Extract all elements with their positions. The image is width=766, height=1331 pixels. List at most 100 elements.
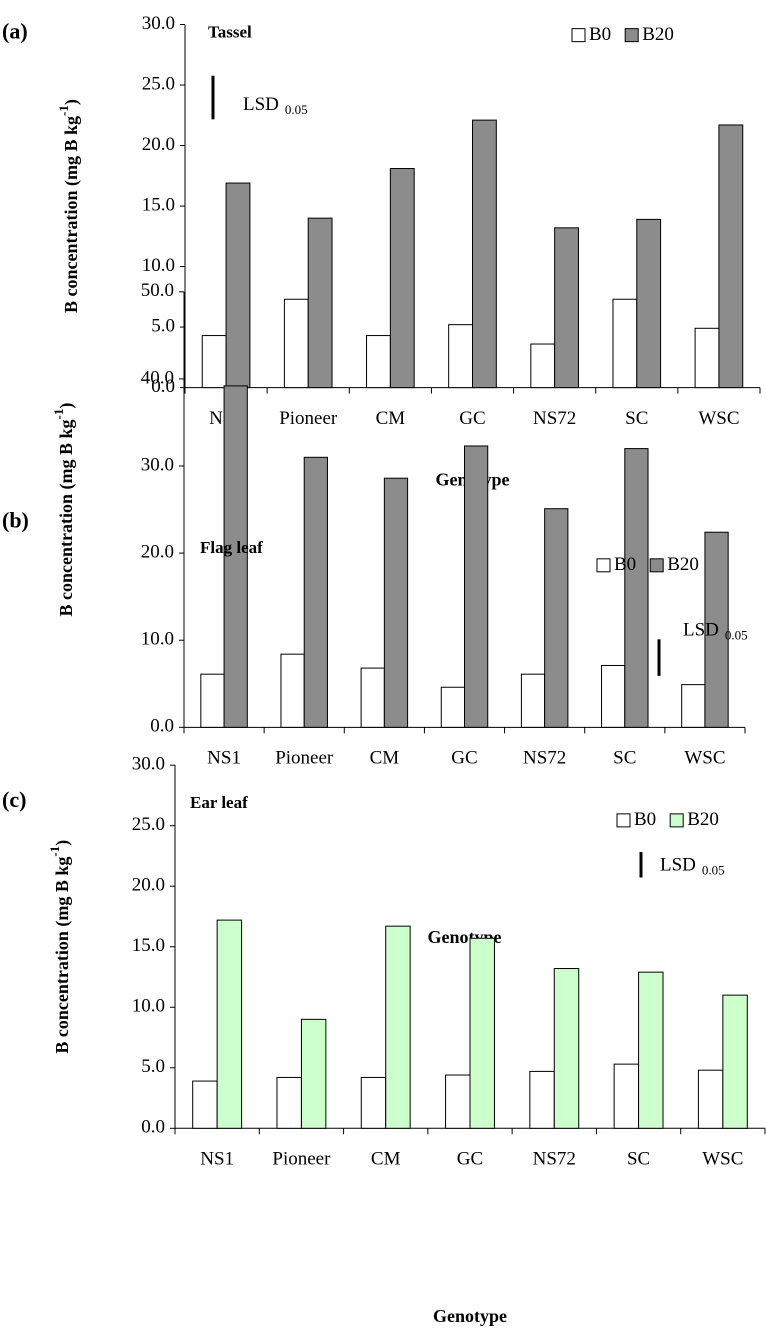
bar (613, 1063, 640, 1129)
bar (472, 119, 497, 389)
y-axis-label-text: B concentration (mg B kg (56, 419, 77, 616)
x-tick-label: GC (457, 1149, 483, 1170)
legend-label: B20 (687, 809, 719, 830)
bar (464, 445, 489, 728)
y-axis-label-text: B concentration (mg B kg (61, 116, 82, 313)
y-tick-label: 10.0 (142, 255, 175, 276)
legend-label: B20 (642, 24, 674, 45)
bar (389, 168, 415, 389)
bar (636, 218, 662, 389)
lsd-label: LSD 0.05 (683, 620, 748, 643)
bar (280, 653, 305, 728)
y-tick-label: 0.0 (151, 376, 175, 397)
bar (223, 385, 248, 728)
bar (303, 456, 328, 728)
y-tick-label: 0.0 (141, 1117, 165, 1138)
y-axis-label: B concentration (mg B kg-1) (56, 99, 82, 313)
y-tick-label: 20.0 (141, 541, 174, 562)
lsd-subscript: 0.05 (725, 628, 748, 643)
panel-label: (b) (2, 507, 29, 532)
bar (300, 1018, 327, 1129)
x-tick-label: WSC (702, 1149, 743, 1170)
x-axis-label: Genotype (433, 1306, 507, 1326)
x-tick-label: Pioneer (275, 748, 334, 769)
legend-swatch (669, 813, 684, 828)
legend-label: B0 (614, 554, 636, 575)
x-tick-label: GC (459, 408, 485, 429)
y-tick-label: 40.0 (141, 367, 174, 388)
bar (360, 1076, 387, 1129)
x-tick-label: NS72 (523, 748, 566, 769)
lsd-subscript: 0.05 (285, 102, 308, 117)
y-tick-label: 15.0 (142, 194, 175, 215)
lsd-text: LSD (683, 620, 719, 641)
bar (529, 1070, 555, 1129)
chart-title: Flag leaf (200, 538, 263, 557)
bar (200, 673, 225, 728)
panel-label: (c) (2, 787, 26, 812)
x-tick-label: GC (451, 748, 477, 769)
bar (544, 508, 569, 728)
bar (440, 686, 466, 728)
y-tick-label: 0.0 (150, 716, 174, 737)
bar (694, 327, 720, 389)
y-tick-label: 25.0 (142, 73, 175, 94)
x-tick-label: WSC (684, 748, 725, 769)
legend-label: B0 (634, 809, 656, 830)
bar (530, 343, 556, 389)
y-tick-label: 30.0 (132, 754, 165, 775)
bar (704, 531, 729, 728)
bar (216, 919, 243, 1129)
legend-swatch (571, 28, 586, 43)
legend-label: B0 (589, 24, 611, 45)
bar (681, 684, 706, 728)
chart-title: Tassel (208, 22, 252, 41)
legend-swatch (624, 28, 639, 43)
bar (366, 335, 391, 389)
y-tick-label: 50.0 (141, 280, 174, 301)
y-tick-label: 15.0 (132, 935, 165, 956)
bar (225, 182, 251, 389)
bar (448, 324, 473, 389)
bar (601, 664, 626, 728)
bar (638, 971, 664, 1129)
legend-label: B20 (667, 554, 699, 575)
x-tick-label: Pioneer (279, 408, 338, 429)
bar (469, 937, 495, 1129)
bar (201, 335, 227, 389)
x-tick-label: SC (627, 1149, 650, 1170)
x-tick-label: NS72 (533, 408, 576, 429)
x-tick-label: CM (371, 1149, 401, 1170)
bar (192, 1080, 218, 1129)
y-axis-label-end: ) (61, 99, 82, 105)
lsd-label: LSD 0.05 (243, 94, 308, 117)
x-tick-label: NS72 (533, 1149, 576, 1170)
y-tick-label: 20.0 (132, 875, 165, 896)
legend-swatch (596, 558, 611, 573)
x-tick-label: SC (613, 748, 636, 769)
legend-swatch (649, 558, 664, 573)
bar (520, 673, 546, 728)
y-axis-label-sup: -1 (47, 846, 62, 857)
lsd-text: LSD (660, 855, 696, 876)
chart-title: Ear leaf (190, 793, 248, 812)
bar (360, 667, 385, 728)
bar (722, 994, 748, 1129)
bar (553, 968, 580, 1129)
x-tick-label: NS1 (207, 748, 241, 769)
y-tick-label: 10.0 (141, 629, 174, 650)
legend-swatch (616, 813, 631, 828)
bar (624, 448, 649, 728)
bar (307, 217, 333, 389)
lsd-subscript: 0.05 (702, 863, 725, 878)
x-tick-label: NS1 (200, 1149, 234, 1170)
bar (554, 227, 579, 389)
y-axis-label-end: ) (52, 840, 73, 846)
bar (445, 1074, 471, 1129)
x-tick-label: WSC (698, 408, 739, 429)
x-tick-label: Pioneer (272, 1149, 331, 1170)
bar (283, 298, 309, 389)
lsd-label: LSD 0.05 (660, 855, 725, 878)
lsd-text: LSD (243, 94, 279, 115)
